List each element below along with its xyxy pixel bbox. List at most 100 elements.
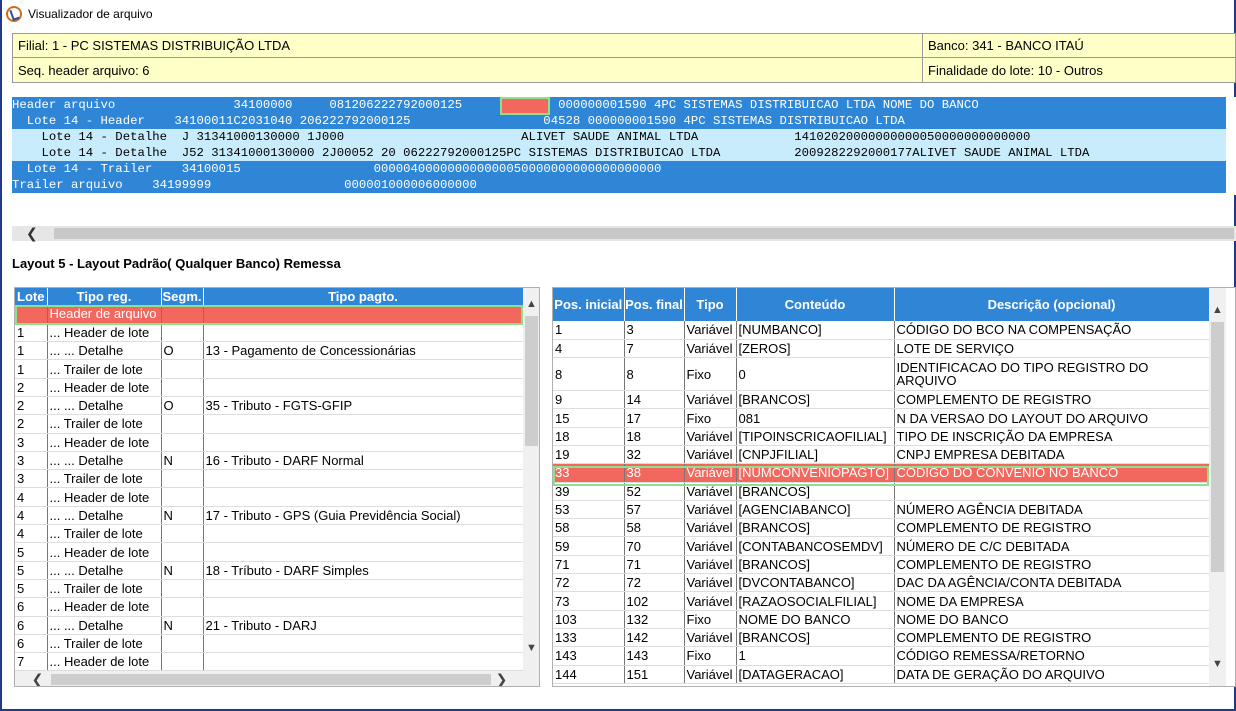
- table-row[interactable]: 4 7 Variável [ZEROS] LOTE DE SERVIÇO: [553, 339, 1210, 359]
- table-row[interactable]: 2... Header de lote: [15, 378, 524, 397]
- table-row[interactable]: 18 18 Variável [TIPOINSCRICAOFILIAL] TIPO DE…: [553, 427, 1210, 446]
- record-line[interactable]: Lote 14 - Detalhe J 31341000130000 1J000…: [12, 129, 1226, 145]
- cell-lote: 2: [15, 396, 48, 416]
- record-data: 31341000130000 1J000 ALIVET SAUDE ANIMAL…: [189, 130, 1031, 144]
- cell-lote: 1: [15, 323, 48, 343]
- left-grid-vscrollbar[interactable]: ▲ ▼: [523, 288, 539, 671]
- table-row[interactable]: 71 71 Variável [BRANCOS] COMPLEMENTO DE REGI…: [553, 555, 1210, 575]
- cell-descricao: LOTE DE SERVIÇO: [894, 339, 1210, 359]
- table-row[interactable]: 9 14 Variável [BRANCOS] COMPLEMENTO DE REGIS…: [553, 390, 1210, 410]
- table-row[interactable]: 5... Trailer de lote: [15, 579, 524, 599]
- cell-conteudo: 0: [736, 357, 895, 392]
- scroll-thumb[interactable]: [51, 674, 491, 685]
- scroll-left-icon[interactable]: ❮: [31, 671, 44, 687]
- scroll-up-icon[interactable]: ▲: [1212, 304, 1223, 316]
- col-descricao[interactable]: Descrição (opcional): [894, 288, 1210, 321]
- table-row[interactable]: 59 70 Variável [CONTABANCOSEMDV] NÚMERO DE C…: [553, 536, 1210, 556]
- cell-tipo-reg: ... ... Detalhe: [47, 341, 162, 361]
- cell-conteudo: [BRANCOS]: [736, 518, 895, 538]
- table-row[interactable]: 3... Header de lote: [15, 433, 524, 452]
- col-tipo-reg[interactable]: Tipo reg.: [47, 288, 162, 305]
- table-row[interactable]: 53 57 Variável [AGENCIABANCO] NÚMERO AGÊNCIA…: [553, 500, 1210, 520]
- record-type-grid[interactable]: Lote Tipo reg. Segm. Tipo pagto. Header …: [14, 287, 540, 687]
- record-line[interactable]: Lote 14 - Header 34100011C2031040 206222…: [12, 113, 1226, 129]
- table-row[interactable]: 19 32 Variável [CNPJFILIAL] CNPJ EMPRESA DEB…: [553, 445, 1210, 465]
- scroll-up-icon[interactable]: ▲: [526, 298, 537, 310]
- record-viewer[interactable]: Header arquivo 34100000 0812062227920001…: [12, 97, 1236, 195]
- table-row[interactable]: 3... ... Detalhe N 16 - Tributo - DARF Nor…: [15, 451, 524, 471]
- record-viewer-hscrollbar[interactable]: ❮: [12, 226, 1236, 241]
- cell-pos-inicial: 58: [553, 518, 625, 538]
- table-row[interactable]: 33 38 Variável [NUMCONVENIOPAGTO] CODIGO DO …: [553, 463, 1210, 483]
- scroll-left-icon[interactable]: ❮: [26, 225, 38, 241]
- layout-title: Layout 5 - Layout Padrão( Qualquer Banco…: [12, 256, 341, 271]
- cell-tipo-pagto: 17 - Tributo - GPS (Guia Previdência Soc…: [203, 506, 524, 526]
- cell-lote: 4: [15, 524, 48, 544]
- table-row[interactable]: 143 143 Fixo 1 CÓDIGO REMESSA/RETORNO: [553, 646, 1210, 666]
- table-row[interactable]: 58 58 Variável [BRANCOS] COMPLEMENTO DE REGI…: [553, 518, 1210, 538]
- table-row[interactable]: 6... Trailer de lote: [15, 634, 524, 654]
- cell-segm: O: [161, 341, 204, 361]
- table-row[interactable]: 2... ... Detalhe O 35 - Tributo - FGTS-GFI…: [15, 396, 524, 416]
- table-row[interactable]: 1... Header de lote: [15, 323, 524, 343]
- record-line[interactable]: Lote 14 - Trailer 34100015 0000040000000…: [12, 161, 1226, 177]
- table-row[interactable]: 15 17 Fixo 081 N DA VERSAO DO LAYOUT DO ARQU…: [553, 408, 1210, 428]
- col-segm[interactable]: Segm.: [161, 288, 204, 305]
- cell-conteudo: [ZEROS]: [736, 339, 895, 359]
- cell-lote: 5: [15, 542, 48, 562]
- table-row[interactable]: 4... Header de lote: [15, 487, 524, 507]
- col-pos-final[interactable]: Pos. final: [624, 288, 685, 321]
- field-layout-grid[interactable]: Pos. inicial Pos. final Tipo Conteúdo De…: [552, 287, 1236, 687]
- table-row[interactable]: 1... Trailer de lote: [15, 359, 524, 379]
- table-row[interactable]: 5... ... Detalhe N 18 - Tríbuto - DARF Sim…: [15, 561, 524, 580]
- col-conteudo[interactable]: Conteúdo: [736, 288, 895, 321]
- table-row[interactable]: 5... Header de lote: [15, 542, 524, 562]
- col-pos-inicial[interactable]: Pos. inicial: [553, 288, 625, 321]
- cell-descricao: CODIGO DO CONVENIO NO BANCO: [894, 463, 1210, 483]
- cell-conteudo: 081: [736, 408, 895, 428]
- scroll-down-icon[interactable]: ▼: [526, 642, 537, 654]
- table-row[interactable]: 6... Header de lote: [15, 597, 524, 617]
- col-lote[interactable]: Lote: [15, 288, 48, 305]
- table-row[interactable]: 3... Trailer de lote: [15, 469, 524, 489]
- record-line[interactable]: Header arquivo 34100000 0812062227920001…: [12, 97, 1226, 113]
- table-row[interactable]: 1... ... Detalhe O 13 - Pagamento de Conce…: [15, 341, 524, 361]
- record-line[interactable]: Lote 14 - Detalhe J52 31341000130000 2J0…: [12, 145, 1226, 161]
- table-row[interactable]: 39 52 Variável [BRANCOS]: [553, 482, 1210, 501]
- cell-pos-inicial: 144: [553, 665, 625, 684]
- cell-descricao: NÚMERO AGÊNCIA DEBITADA: [894, 500, 1210, 520]
- cell-tipo-reg: ... Header de lote: [47, 542, 162, 562]
- table-row[interactable]: 144 151 Variável [DATAGERACAO] DATA DE GERAÇ…: [553, 665, 1210, 684]
- table-row[interactable]: 73 102 Variável [RAZAOSOCIALFILIAL] NOME DA …: [553, 591, 1210, 611]
- table-row[interactable]: 103 132 Fixo NOME DO BANCO NOME DO BANCO: [553, 610, 1210, 629]
- table-row[interactable]: 2... Trailer de lote: [15, 414, 524, 434]
- col-tipo-pagto[interactable]: Tipo pagto.: [203, 288, 524, 305]
- cell-lote: [15, 305, 48, 324]
- table-row[interactable]: 7... Header de lote: [15, 652, 524, 672]
- table-row[interactable]: 133 142 Variável [BRANCOS] COMPLEMENTO DE RE…: [553, 628, 1210, 648]
- cell-segm: O: [161, 396, 204, 416]
- table-row[interactable]: 1 3 Variável [NUMBANCO] CÓDIGO DO BCO NA COM…: [553, 321, 1210, 340]
- table-row[interactable]: 4... ... Detalhe N 17 - Tributo - GPS (Gui…: [15, 506, 524, 526]
- table-row[interactable]: 72 72 Variável [DVCONTABANCO] DAC DA AGÊNCIA…: [553, 573, 1210, 593]
- cell-conteudo: [DVCONTABANCO]: [736, 573, 895, 593]
- scroll-thumb[interactable]: [54, 228, 1234, 239]
- scroll-thumb[interactable]: [525, 316, 538, 446]
- scroll-right-icon[interactable]: ❯: [495, 671, 508, 687]
- cell-segm: [161, 414, 204, 434]
- col-tipo[interactable]: Tipo: [684, 288, 737, 321]
- cell-tipo: Variável: [684, 482, 737, 501]
- cell-pos-inicial: 53: [553, 500, 625, 520]
- record-label: Lote 14 - Trailer: [12, 162, 153, 176]
- record-line[interactable]: Trailer arquivo 34199999 000001000006000…: [12, 177, 1226, 193]
- table-row[interactable]: 6... ... Detalhe N 21 - Tributo - DARJ: [15, 616, 524, 635]
- table-row[interactable]: Header de arquivo: [15, 305, 524, 324]
- left-grid-hscrollbar[interactable]: ❮ ❯: [15, 671, 539, 687]
- table-row[interactable]: 4... Trailer de lote: [15, 524, 524, 544]
- table-row[interactable]: 8 8 Fixo 0 IDENTIFICACAO DO TIPO REGISTRO DO…: [553, 357, 1210, 392]
- right-grid-vscrollbar[interactable]: ▲ ▼: [1209, 288, 1226, 686]
- scroll-thumb[interactable]: [1211, 322, 1224, 572]
- record-data: 34100000 081206222792000125 04528 000000…: [233, 98, 979, 112]
- scroll-down-icon[interactable]: ▼: [1212, 658, 1223, 670]
- cell-segm: N: [161, 506, 204, 526]
